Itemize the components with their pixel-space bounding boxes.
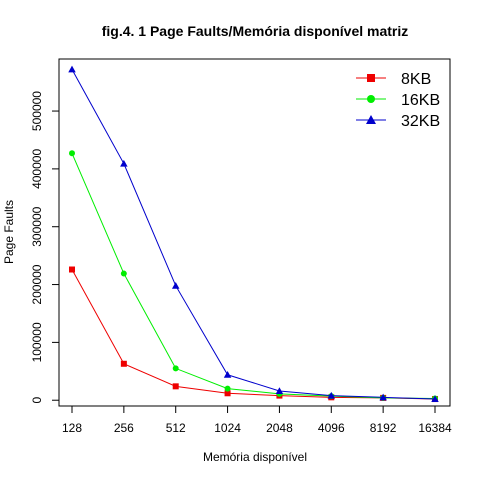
legend-label-32kb: 32KB: [401, 113, 440, 130]
point-16kb-1024: [224, 385, 231, 392]
point-32kb-1024: [223, 371, 232, 378]
x-tick-label-2048: 2048: [266, 421, 293, 435]
point-16kb-256: [120, 270, 127, 277]
x-tick-label-8192: 8192: [370, 421, 397, 435]
y-tick-label-400000: 400000: [30, 149, 44, 189]
point-8kb-256: [120, 360, 127, 367]
series-line-16kb: [71, 153, 436, 399]
legend-marker-16kb: [367, 95, 375, 103]
y-tick-label-0: 0: [30, 397, 44, 404]
point-32kb-256: [120, 159, 128, 167]
series-line-32kb: [71, 69, 436, 400]
point-32kb-128: [68, 65, 76, 73]
point-32kb-512: [171, 281, 180, 289]
point-32kb-8192: [379, 393, 387, 401]
y-tick-label-300000: 300000: [30, 206, 44, 246]
series-layer: [68, 65, 439, 403]
legend-item-16kb: 16KB: [356, 92, 440, 109]
point-32kb-16384: [431, 395, 439, 403]
series-32kb: [68, 65, 439, 403]
x-axis-label: Memória disponível: [203, 450, 307, 464]
legend-item-32kb: 32KB: [356, 113, 440, 130]
x-tick-label-16384: 16384: [418, 421, 452, 435]
x-tick-label-256: 256: [114, 421, 134, 435]
x-tick-label-128: 128: [62, 421, 82, 435]
y-tick-label-200000: 200000: [30, 264, 44, 304]
point-8kb-1024: [224, 390, 231, 397]
y-axis-label: Page Faults: [2, 200, 16, 264]
point-16kb-512: [172, 365, 179, 372]
axes: 128 256 512 1024 2048 4096 8192 16384 0 100000 200…: [30, 91, 452, 435]
x-tick-label-1024: 1024: [214, 421, 241, 435]
legend-item-8kb: 8KB: [356, 71, 431, 88]
point-8kb-128: [69, 266, 75, 273]
point-8kb-512: [172, 383, 179, 390]
x-tick-label-512: 512: [166, 421, 186, 435]
x-tick-label-4096: 4096: [318, 421, 345, 435]
plot-frame: [58, 58, 451, 407]
legend-label-16kb: 16KB: [401, 92, 440, 109]
legend-marker-8kb: [367, 74, 375, 82]
legend-marker-32kb: [366, 115, 376, 124]
point-32kb-4096: [327, 391, 336, 399]
legend-label-8kb: 8KB: [401, 71, 431, 88]
chart-title: fig.4. 1 Page Faults/Memória disponível …: [102, 23, 409, 39]
y-tick-label-100000: 100000: [30, 322, 44, 362]
y-tick-label-500000: 500000: [30, 91, 44, 131]
point-16kb-128: [69, 150, 75, 157]
point-32kb-2048: [275, 387, 284, 394]
legend: 8KB 16KB 32KB: [356, 71, 440, 130]
